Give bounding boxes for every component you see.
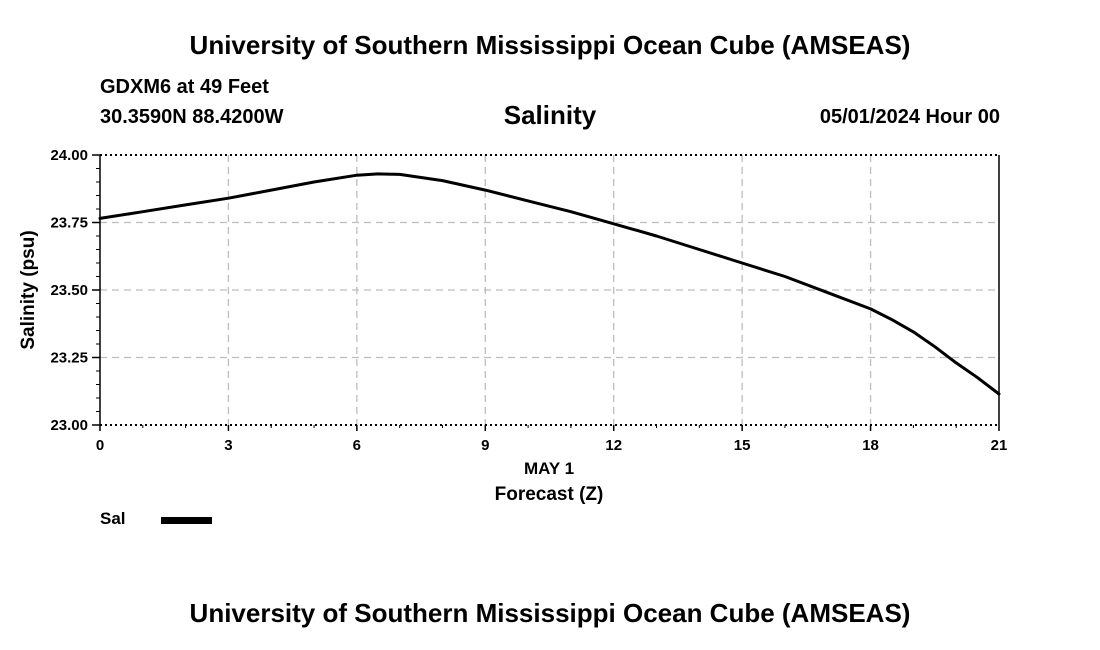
x-tick-label: 6 bbox=[353, 437, 361, 454]
chart-suptitle: University of Southern Mississippi Ocean… bbox=[189, 30, 911, 60]
x-axis-date-label: MAY 1 bbox=[524, 459, 574, 478]
y-tick-label: 23.75 bbox=[50, 215, 88, 232]
grid bbox=[100, 154, 999, 426]
legend-label: Sal bbox=[100, 509, 126, 528]
datetime-label: 05/01/2024 Hour 00 bbox=[819, 106, 1000, 128]
axes: 0 3 6 9 12 15 18 21 23.00 23.25 23.50 23.75 24.00 bbox=[50, 147, 1007, 454]
coordinates-label: 30.3590N 88.4200W bbox=[100, 106, 284, 128]
x-tick-label: 9 bbox=[481, 437, 489, 454]
x-tick-label: 3 bbox=[224, 437, 232, 454]
series bbox=[98, 172, 1001, 396]
y-tick-label: 23.00 bbox=[50, 417, 88, 434]
x-tick-label: 0 bbox=[96, 437, 104, 454]
chart-title: Salinity bbox=[503, 100, 597, 130]
x-axis-label: Forecast (Z) bbox=[495, 484, 604, 505]
x-tick-label: 15 bbox=[734, 437, 751, 454]
footer-title: University of Southern Mississippi Ocean… bbox=[189, 598, 911, 628]
x-tick-label: 12 bbox=[605, 437, 622, 454]
x-tick-label: 21 bbox=[991, 437, 1008, 454]
x-tick-label: 18 bbox=[862, 437, 879, 454]
station-label: GDXM6 at 49 Feet bbox=[100, 76, 269, 98]
y-tick-label: 23.25 bbox=[50, 350, 88, 367]
y-axis-label: Salinity (psu) bbox=[18, 230, 39, 349]
series-line-sal bbox=[98, 172, 1001, 396]
y-tick-label: 23.50 bbox=[50, 282, 88, 299]
y-tick-label: 24.00 bbox=[50, 147, 88, 164]
legend-swatch bbox=[161, 517, 212, 524]
